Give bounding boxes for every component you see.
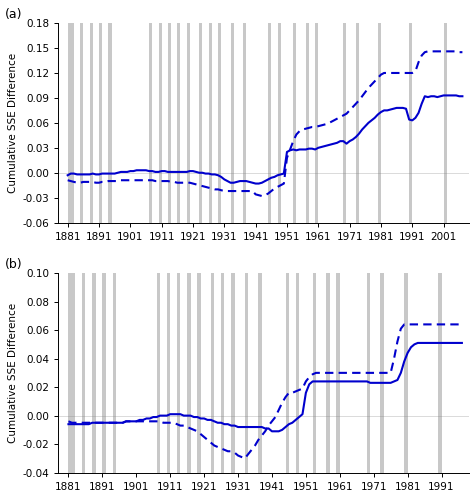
Bar <box>377 23 380 222</box>
Bar <box>355 23 358 222</box>
Bar <box>312 273 316 472</box>
Bar <box>177 273 180 472</box>
Bar <box>68 23 74 222</box>
Bar <box>210 273 214 472</box>
Bar <box>82 273 85 472</box>
Bar <box>380 273 383 472</box>
Bar <box>158 23 161 222</box>
Bar <box>208 23 211 222</box>
Bar <box>295 273 298 472</box>
Text: (a): (a) <box>5 8 22 21</box>
Bar <box>80 23 83 222</box>
Bar <box>277 23 280 222</box>
Bar <box>89 23 92 222</box>
Bar <box>112 273 116 472</box>
Bar <box>167 273 170 472</box>
Bar <box>305 23 308 222</box>
Bar <box>218 23 221 222</box>
Bar <box>177 23 180 222</box>
Bar <box>244 273 248 472</box>
Bar <box>102 273 106 472</box>
Bar <box>69 273 75 472</box>
Bar <box>336 273 339 472</box>
Bar <box>99 23 102 222</box>
Bar <box>149 23 152 222</box>
Bar <box>258 273 261 472</box>
Bar <box>343 23 346 222</box>
Bar <box>156 273 159 472</box>
Bar <box>243 23 246 222</box>
Bar <box>230 23 233 222</box>
Bar <box>92 273 95 472</box>
Y-axis label: Cumulative SSE Difference: Cumulative SSE Difference <box>8 303 18 443</box>
Bar <box>408 23 411 222</box>
Y-axis label: Cumulative SSE Difference: Cumulative SSE Difference <box>8 53 18 193</box>
Bar <box>437 273 441 472</box>
Bar <box>187 273 190 472</box>
Bar <box>199 23 202 222</box>
Bar <box>285 273 288 472</box>
Bar <box>366 273 369 472</box>
Bar <box>186 23 189 222</box>
Bar <box>293 23 296 222</box>
Bar <box>315 23 317 222</box>
Bar <box>220 273 224 472</box>
Bar <box>197 273 200 472</box>
Bar <box>268 23 271 222</box>
Bar <box>443 23 446 222</box>
Bar <box>108 23 111 222</box>
Bar <box>168 23 171 222</box>
Bar <box>403 273 407 472</box>
Text: (b): (b) <box>5 258 22 271</box>
Bar <box>231 273 234 472</box>
Bar <box>326 273 329 472</box>
